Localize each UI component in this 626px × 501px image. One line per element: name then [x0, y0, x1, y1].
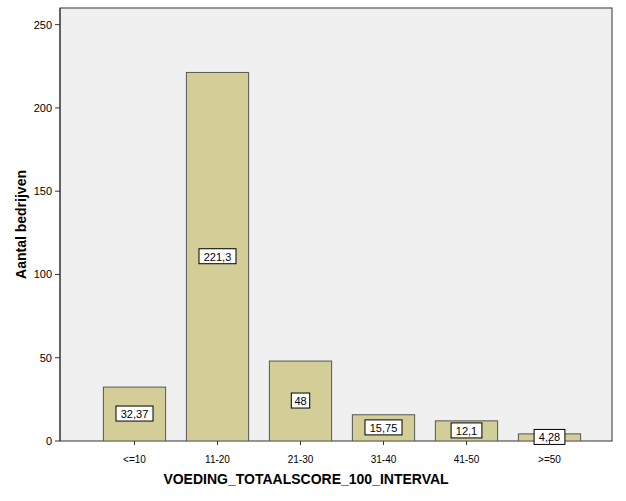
bar — [269, 361, 331, 441]
x-tick-label: <=10 — [123, 454, 146, 465]
y-tick-label: 250 — [34, 19, 52, 31]
x-tick-label: 21-30 — [288, 454, 314, 465]
data-label: 48 — [294, 395, 306, 407]
x-tick — [217, 441, 218, 445]
data-label: 15,75 — [370, 422, 398, 434]
x-tick — [300, 441, 301, 445]
y-tick — [55, 274, 60, 275]
y-tick-label: 0 — [46, 435, 52, 447]
data-label-box — [534, 429, 565, 444]
y-tick — [55, 357, 60, 358]
x-tick — [383, 441, 384, 445]
y-tick — [55, 191, 60, 192]
chart-root: 05010015020025032,37221,34815,7512,14,28… — [0, 0, 626, 501]
y-axis-label: Aantal bedrijven — [13, 170, 29, 279]
x-tick-label: 11-20 — [205, 454, 230, 465]
x-tick — [134, 441, 135, 445]
chart-svg: 05010015020025032,37221,34815,7512,14,28… — [0, 0, 626, 501]
y-tick-label: 50 — [40, 352, 52, 364]
data-label-box — [365, 420, 402, 435]
x-tick-label: >=50 — [538, 454, 561, 465]
x-tick — [466, 441, 467, 445]
bars — [103, 72, 580, 441]
data-label: 32,37 — [121, 408, 149, 420]
y-tick-label: 150 — [34, 185, 52, 197]
data-label: 12,1 — [456, 425, 477, 437]
data-label: 221,3 — [204, 251, 232, 263]
x-tick — [549, 441, 550, 445]
data-label-box — [451, 423, 482, 438]
y-tick — [55, 107, 60, 108]
bar — [103, 387, 165, 441]
bar — [352, 415, 414, 441]
bar — [435, 421, 497, 441]
x-tick-label: 31-40 — [371, 454, 397, 465]
y-tick — [55, 24, 60, 25]
bar — [186, 72, 248, 441]
y-axis — [60, 8, 61, 441]
x-axis-label: VOEDING_TOTAALSCORE_100_INTERVAL — [163, 471, 449, 487]
data-label-box — [116, 406, 153, 421]
data-label-box — [199, 249, 236, 264]
plot-frame — [60, 8, 612, 441]
x-tick-label: 41-50 — [454, 454, 480, 465]
y-tick-label: 100 — [34, 268, 52, 280]
y-tick — [55, 441, 60, 442]
data-label-box — [291, 393, 309, 408]
y-tick-label: 200 — [34, 102, 52, 114]
